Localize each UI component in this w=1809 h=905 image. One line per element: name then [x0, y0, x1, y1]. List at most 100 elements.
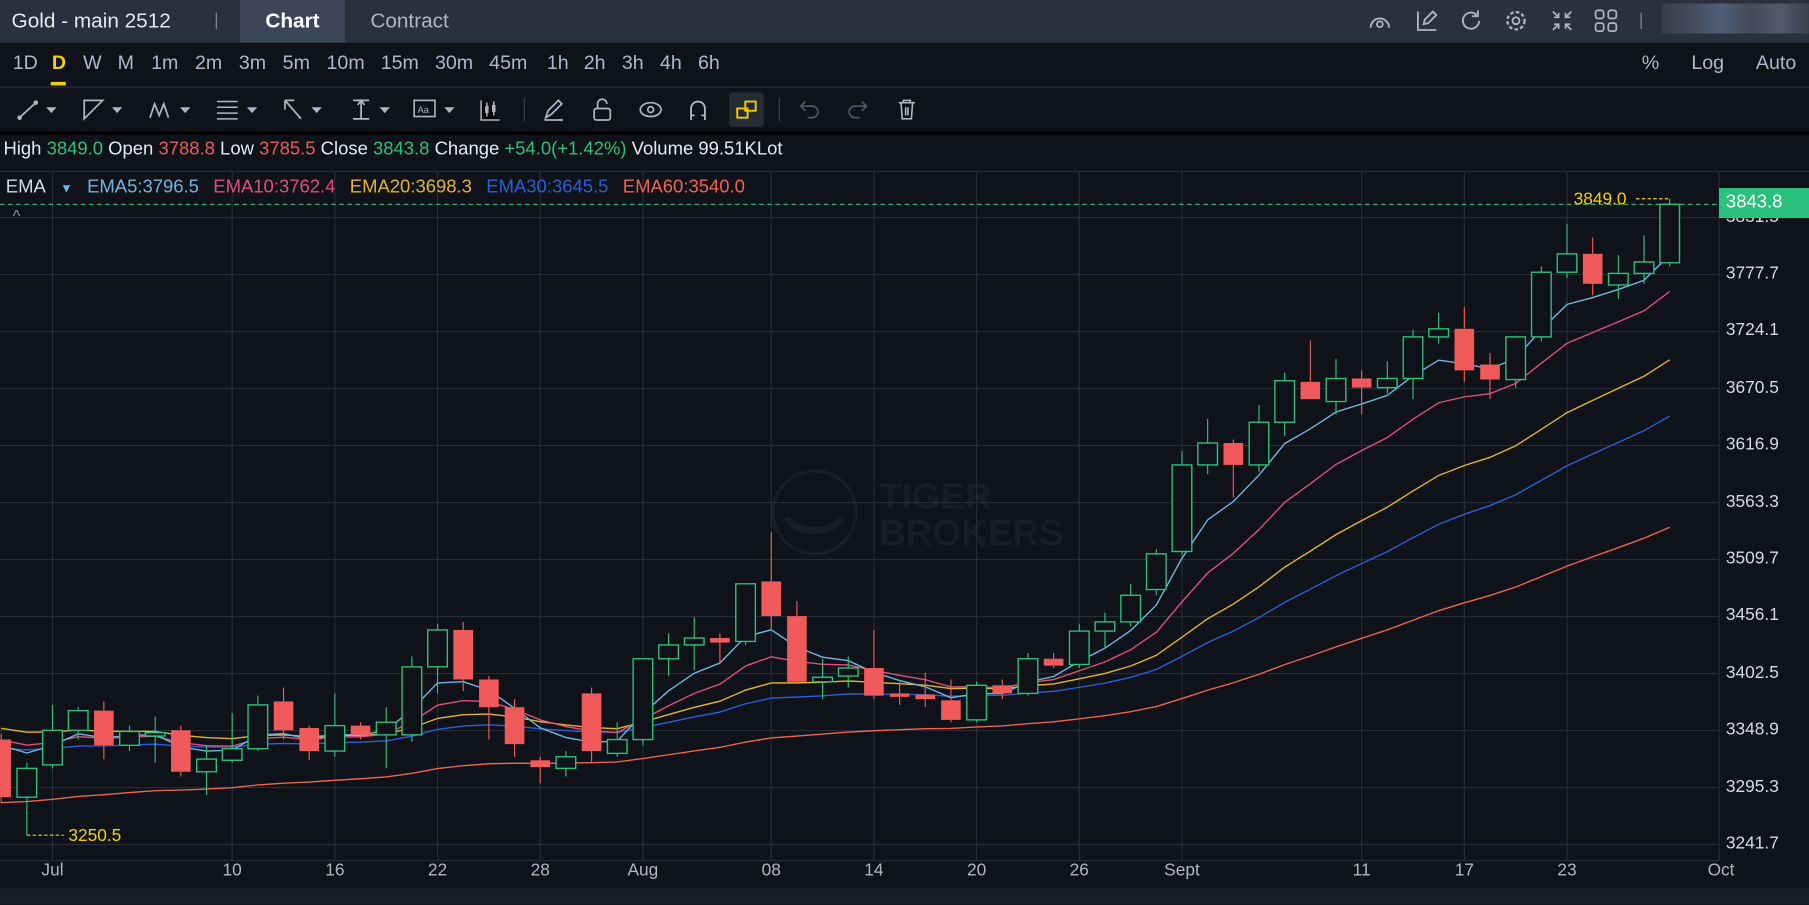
refresh-icon[interactable]: [1458, 8, 1483, 33]
trend-line-tool-icon[interactable]: [16, 97, 60, 122]
candle: [350, 722, 371, 740]
speedometer-icon[interactable]: [1367, 8, 1392, 33]
candle: [864, 629, 884, 700]
timeframe-M[interactable]: M: [117, 51, 135, 74]
x-axis-label: 26: [1069, 860, 1089, 881]
ema10-value: EMA10:3762.4: [213, 177, 336, 198]
candle: [1171, 451, 1193, 555]
candle: [1402, 329, 1424, 400]
timeframe-1m[interactable]: 1m: [151, 51, 179, 74]
candle-body: [1505, 336, 1527, 381]
auto-scale-button[interactable]: Auto: [1755, 51, 1797, 74]
ema-legend: EMA ▼ EMA5:3796.5 EMA10:3762.4 EMA20:369…: [6, 178, 754, 199]
pen-icon[interactable]: [541, 97, 566, 122]
drawing-toolbar: Aa: [0, 88, 1809, 135]
timeframe-6h[interactable]: 6h: [697, 51, 720, 74]
low-marker-label: 3250.5: [68, 825, 121, 845]
text-tool-icon[interactable]: Aa: [412, 97, 458, 122]
candle-body: [966, 684, 988, 721]
x-axis-label: 14: [864, 860, 884, 881]
eye-icon[interactable]: [638, 97, 663, 122]
link-tool-button[interactable]: [729, 92, 764, 127]
timeframe-D[interactable]: D: [51, 51, 67, 74]
channel-tool-icon[interactable]: [80, 97, 126, 122]
candle-body: [1402, 336, 1424, 380]
ema20-line: [1, 359, 1671, 740]
timeframe-bar: 1D D W M 1m 2m 3m 5m 10m 15m 30m 45m 1h …: [0, 43, 1809, 88]
high-label: High: [3, 139, 42, 160]
timeframe-2m[interactable]: 2m: [194, 51, 223, 74]
candlestick-plot[interactable]: TIGER BROKERS 3849.0 3250.5: [0, 171, 1809, 890]
candle: [479, 676, 499, 740]
candle-body: [864, 667, 884, 696]
candle: [837, 656, 859, 688]
candle: [1300, 340, 1321, 400]
low-value: 3785.5: [259, 139, 316, 160]
candle-body: [1068, 630, 1090, 666]
candle-body: [453, 629, 474, 680]
candle: [787, 601, 807, 685]
timeframe-45m[interactable]: 45m: [489, 51, 528, 74]
account-avatar-blurred[interactable]: [1661, 3, 1809, 34]
timeframe-30m[interactable]: 30m: [434, 51, 474, 74]
candle-body: [1120, 594, 1142, 623]
candle: [67, 707, 89, 740]
candle-body: [1480, 364, 1500, 380]
collapse-legend-icon[interactable]: ^: [12, 206, 21, 225]
candle: [1017, 653, 1039, 696]
selected-timeframe-indicator: [50, 81, 66, 86]
candle-body: [375, 721, 397, 736]
timeframe-4h[interactable]: 4h: [659, 51, 682, 74]
collapse-icon[interactable]: [1549, 8, 1574, 33]
candle-body: [273, 701, 294, 731]
candle: [889, 681, 910, 705]
trash-icon[interactable]: [895, 97, 918, 122]
top-bar: Gold - main 2512 Chart Contract: [0, 0, 1809, 43]
fibonacci-tool-icon[interactable]: [215, 97, 261, 122]
tab-contract[interactable]: Contract: [370, 9, 449, 33]
settings-icon[interactable]: [1503, 8, 1528, 33]
candle-body: [683, 637, 705, 646]
candle-body: [221, 748, 243, 761]
pattern-tool-icon[interactable]: [148, 97, 194, 122]
undo-icon[interactable]: [798, 97, 821, 122]
log-scale-button[interactable]: Log: [1691, 51, 1725, 74]
timeframe-1h[interactable]: 1h: [546, 51, 569, 74]
candle: [1505, 335, 1527, 388]
timeframe-10m[interactable]: 10m: [326, 51, 365, 74]
timeframe-2h[interactable]: 2h: [583, 51, 606, 74]
arrow-tool-icon[interactable]: [280, 97, 326, 122]
unlock-icon[interactable]: [591, 97, 614, 122]
magnet-icon[interactable]: [685, 97, 710, 122]
price-chart[interactable]: TIGER BROKERS 3849.0 3250.5 EMA ▼ EMA5:37…: [0, 170, 1809, 890]
timeframe-1D[interactable]: 1D: [12, 51, 38, 74]
grid-icon[interactable]: [1593, 8, 1618, 33]
edit-icon[interactable]: [1414, 8, 1439, 33]
candle-body: [1274, 379, 1296, 423]
candle: [632, 658, 654, 746]
timeframe-5m[interactable]: 5m: [282, 51, 310, 74]
ema-indicator-name[interactable]: EMA: [5, 177, 46, 198]
candle: [453, 621, 474, 692]
candle: [1659, 198, 1681, 267]
volume-value: 99.51KLot: [698, 139, 783, 160]
divider: [523, 98, 525, 122]
candle-body: [1556, 253, 1578, 273]
timeframe-3m[interactable]: 3m: [238, 51, 267, 74]
timeframe-15m[interactable]: 15m: [380, 51, 419, 74]
y-axis-label: 3616.9: [1725, 434, 1779, 455]
y-axis-label: 3295.3: [1725, 776, 1779, 797]
candle: [144, 716, 166, 763]
redo-icon[interactable]: [846, 97, 869, 122]
percent-scale-button[interactable]: %: [1641, 51, 1660, 74]
timeframe-3h[interactable]: 3h: [621, 51, 644, 74]
candle-body: [479, 679, 499, 708]
candle: [941, 679, 961, 723]
timeframe-W[interactable]: W: [83, 51, 102, 74]
measure-tool-icon[interactable]: [348, 97, 394, 122]
indicator-candles-icon[interactable]: [479, 97, 502, 122]
ema-dropdown-icon[interactable]: ▼: [60, 182, 73, 197]
bottom-scrollbar[interactable]: [0, 888, 1809, 905]
change-value: +54.0(+1.42%): [504, 139, 627, 160]
tab-chart[interactable]: Chart: [239, 0, 345, 43]
